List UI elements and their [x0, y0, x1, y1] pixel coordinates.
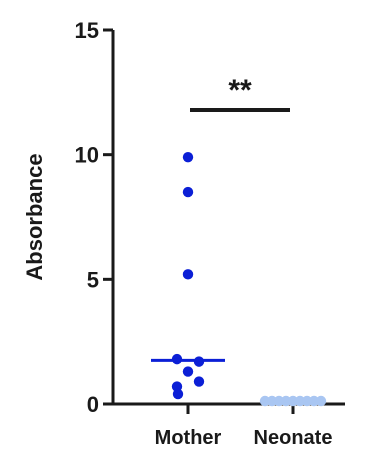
median-lines [151, 358, 323, 403]
y-tick-label: 0 [87, 392, 99, 417]
data-point [172, 388, 184, 400]
data-points [171, 151, 327, 407]
y-tick-label: 10 [75, 143, 99, 168]
data-point [182, 151, 194, 163]
significance-label: ** [228, 74, 252, 107]
x-axis: Mother Neonate [111, 402, 345, 449]
y-tick-label: 15 [75, 18, 99, 43]
x-tick-label: Neonate [254, 427, 333, 449]
data-point [182, 269, 194, 280]
x-tick-label: Mother [155, 427, 222, 449]
data-point [182, 186, 194, 198]
y-tick-label: 5 [87, 267, 99, 292]
data-point [193, 376, 205, 387]
y-axis: 0 5 10 15 [75, 18, 115, 417]
data-point [182, 366, 194, 377]
significance-annotation: ** [190, 74, 290, 112]
y-axis-label: Absorbance [22, 153, 47, 280]
